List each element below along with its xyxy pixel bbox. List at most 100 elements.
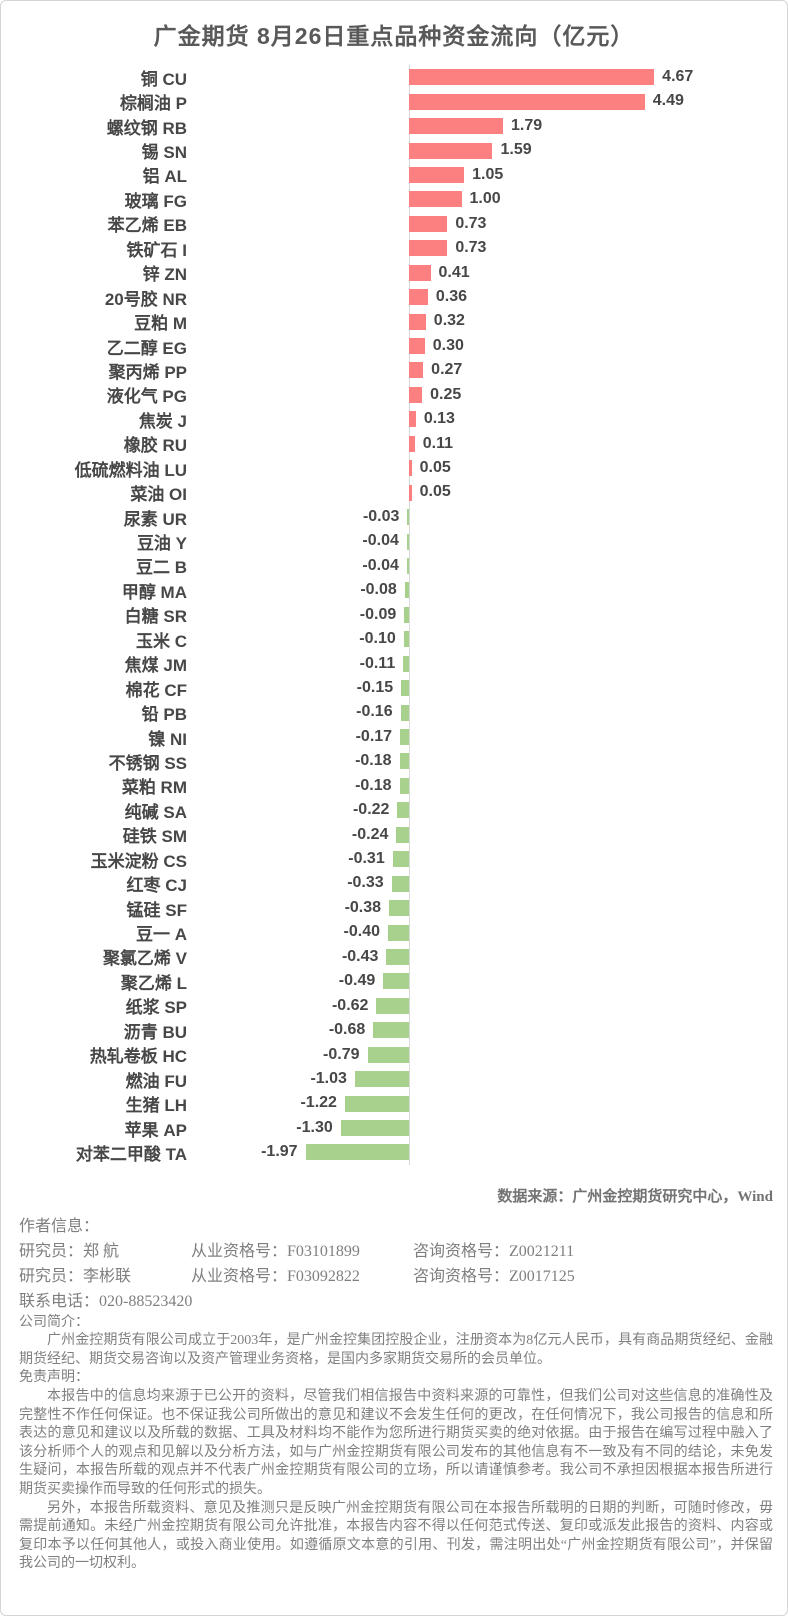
bar-row: 20号胶 NR 0.36: [1, 285, 787, 309]
value-label: 1.59: [500, 141, 532, 159]
bar: [409, 93, 645, 110]
bar-row: 锌 ZN 0.41: [1, 261, 787, 285]
plot-area: -0.38: [187, 896, 787, 920]
bar: [399, 753, 409, 770]
bar: [409, 289, 428, 306]
plot-area: -0.68: [187, 1018, 787, 1042]
category-label: 沥青 BU: [123, 1022, 187, 1042]
bar-row: 纸浆 SP -0.62: [1, 994, 787, 1018]
zero-axis-line: [409, 65, 410, 1165]
bar-row: 菜油 OI 0.05: [1, 480, 787, 504]
bar-row: 生猪 LH -1.22: [1, 1091, 787, 1115]
value-label: 0.73: [455, 239, 487, 257]
bar-row: 低硫燃料油 LU 0.05: [1, 456, 787, 480]
bar: [373, 1022, 409, 1039]
value-label: 0.41: [438, 263, 470, 281]
value-label: -0.49: [338, 972, 376, 990]
bar: [401, 680, 409, 697]
plot-area: 1.05: [187, 163, 787, 187]
category-label: 苯乙烯 EB: [107, 216, 187, 236]
plot-area: -1.97: [187, 1140, 787, 1164]
plot-area: -0.10: [187, 627, 787, 651]
plot-area: -0.18: [187, 749, 787, 773]
plot-area: -0.33: [187, 871, 787, 895]
bar-row: 镍 NI -0.17: [1, 725, 787, 749]
bar: [392, 851, 409, 868]
bar-row: 菜粕 RM -0.18: [1, 774, 787, 798]
value-label: -0.79: [323, 1045, 360, 1063]
value-label: 0.27: [431, 361, 463, 379]
category-label: 燃油 FU: [125, 1071, 187, 1091]
category-label: 纯碱 SA: [124, 802, 187, 822]
value-label: 0.11: [422, 434, 454, 452]
plot-area: -0.09: [187, 603, 787, 627]
value-label: -0.17: [355, 727, 393, 745]
plot-area: -0.43: [187, 945, 787, 969]
value-label: -0.16: [356, 703, 393, 721]
category-label: 纸浆 SP: [125, 998, 187, 1018]
value-label: 1.79: [510, 116, 543, 134]
bar: [409, 362, 424, 379]
bar: [404, 582, 409, 599]
value-label: -1.03: [310, 1069, 347, 1087]
value-label: -0.22: [352, 801, 390, 819]
bar: [396, 826, 409, 843]
category-label: 焦煤 JM: [124, 656, 187, 676]
bar: [409, 313, 426, 330]
bar-row: 焦炭 J 0.13: [1, 407, 787, 431]
plot-area: -0.62: [187, 994, 787, 1018]
category-label: 硅铁 SM: [122, 827, 187, 847]
value-label: -0.31: [348, 850, 385, 867]
category-label: 铁矿石 I: [126, 240, 187, 260]
value-label: 0.05: [419, 483, 451, 501]
plot-area: 0.05: [187, 480, 787, 504]
bar-row: 橡胶 RU 0.11: [1, 432, 787, 456]
plot-area: 0.05: [187, 456, 787, 480]
bar-row: 白糖 SR -0.09: [1, 603, 787, 627]
category-label: 菜粕 RM: [121, 778, 187, 798]
bar-row: 玉米 C -0.10: [1, 627, 787, 651]
category-label: 玉米淀粉 CS: [90, 851, 187, 871]
category-label: 20号胶 NR: [104, 289, 187, 309]
value-label: -1.22: [300, 1094, 337, 1112]
bar-row: 玻璃 FG 1.00: [1, 187, 787, 211]
bar: [389, 900, 409, 917]
plot-area: -0.22: [187, 798, 787, 822]
value-label: 4.49: [652, 92, 684, 110]
plot-area: 1.59: [187, 138, 787, 162]
value-label: 0.30: [432, 336, 464, 354]
plot-area: -0.24: [187, 823, 787, 847]
value-label: -0.68: [328, 1021, 366, 1039]
bar-row: 聚丙烯 PP 0.27: [1, 358, 787, 382]
practice-number: 从业资格号：F03101899: [191, 1242, 360, 1260]
value-label: -0.04: [362, 556, 399, 574]
category-label: 豆粕 M: [134, 314, 187, 334]
bar: [376, 997, 409, 1014]
bar-row: 聚氯乙烯 V -0.43: [1, 945, 787, 969]
plot-area: 0.13: [187, 407, 787, 431]
category-label: 锰硅 SF: [126, 900, 187, 920]
researcher-name: 研究员：郑 航: [19, 1242, 120, 1260]
contact-phone: 联系电话：020-88523420: [19, 1292, 193, 1310]
bar-row: 燃油 FU -1.03: [1, 1067, 787, 1091]
plot-area: -0.18: [187, 774, 787, 798]
bar: [404, 606, 409, 623]
bar: [397, 802, 409, 819]
footer: 作者信息： 研究员：郑 航 从业资格号：F03101899 咨询资格号：Z00212…: [19, 1214, 773, 1574]
plot-area: -0.49: [187, 969, 787, 993]
bar-row: 铅 PB -0.16: [1, 700, 787, 724]
plot-area: 4.49: [187, 89, 787, 113]
bar: [367, 1046, 409, 1063]
plot-area: 0.30: [187, 334, 787, 358]
category-label: 铜 CU: [140, 69, 187, 89]
bar-row: 纯碱 SA -0.22: [1, 798, 787, 822]
disclaimer-paragraph: 另外，本报告所载资料、意见及推测只是反映广州金控期货有限公司在本报告所载明的日期…: [19, 1500, 773, 1572]
bar-row: 对苯二甲酸 TA -1.97: [1, 1140, 787, 1164]
category-label: 对苯二甲酸 TA: [75, 1144, 187, 1164]
plot-area: -0.03: [187, 505, 787, 529]
plot-area: -0.17: [187, 725, 787, 749]
category-label: 焦炭 J: [138, 411, 187, 431]
category-label: 尿素 UR: [123, 509, 187, 529]
bar: [354, 1071, 409, 1088]
category-label: 聚乙烯 L: [120, 973, 187, 993]
